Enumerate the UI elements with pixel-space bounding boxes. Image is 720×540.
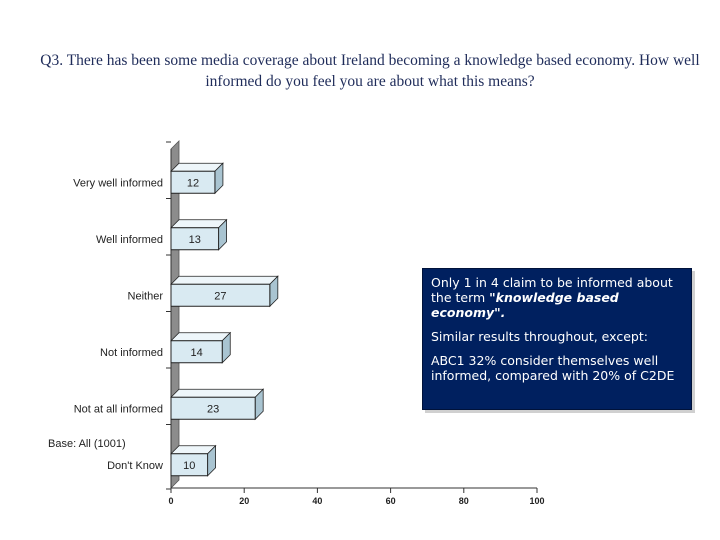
x-axis-ticks: 0 20 40 60 80 100 <box>168 488 545 506</box>
bar <box>170 170 216 194</box>
callout-line-1: Only 1 in 4 claim to be informed about t… <box>431 275 673 320</box>
x-tick-label: 80 <box>459 496 469 506</box>
x-tick-label: 40 <box>312 496 322 506</box>
base-note: Base: All (1001) <box>48 438 126 450</box>
bar-value-label: 23 <box>207 403 219 415</box>
x-tick-label: 60 <box>386 496 396 506</box>
insight-callout: Only 1 in 4 claim to be informed about t… <box>422 268 692 410</box>
callout-line-3: ABC1 32% consider themselves well inform… <box>431 353 675 383</box>
chart-bars: 12 13 27 14 23 10 <box>170 162 279 477</box>
category-label: Not at all informed <box>74 403 163 415</box>
bar <box>170 283 271 307</box>
x-tick-label: 20 <box>239 496 249 506</box>
category-label: Not informed <box>100 347 163 359</box>
bar-value-label: 13 <box>189 234 201 246</box>
bar-value-label: 14 <box>190 347 202 359</box>
question-title: Q3. There has been some media coverage a… <box>40 52 700 90</box>
bar-value-label: 10 <box>183 460 195 472</box>
bar <box>170 396 256 420</box>
bar-value-label: 27 <box>214 290 226 302</box>
bar-value-label: 12 <box>187 177 199 189</box>
bar-top-face <box>170 332 232 342</box>
category-label: Well informed <box>96 234 163 246</box>
category-label: Neither <box>128 290 164 302</box>
bar-top-face <box>170 388 265 398</box>
x-tick-label: 100 <box>529 496 544 506</box>
callout-line-2: Similar results throughout, except: <box>431 329 648 344</box>
category-label: Very well informed <box>73 177 163 189</box>
x-tick-label: 0 <box>168 496 173 506</box>
bar <box>170 227 220 251</box>
category-label: Don't Know <box>107 460 163 472</box>
bar-top-face <box>170 275 279 285</box>
bar-top-face <box>170 162 224 172</box>
category-labels: Very well informed Well informed Neither No… <box>73 177 163 472</box>
bar <box>170 340 223 364</box>
bar-top-face <box>170 219 228 229</box>
bar <box>170 453 209 477</box>
callout-emphasis: "knowledge based economy". <box>431 290 619 320</box>
